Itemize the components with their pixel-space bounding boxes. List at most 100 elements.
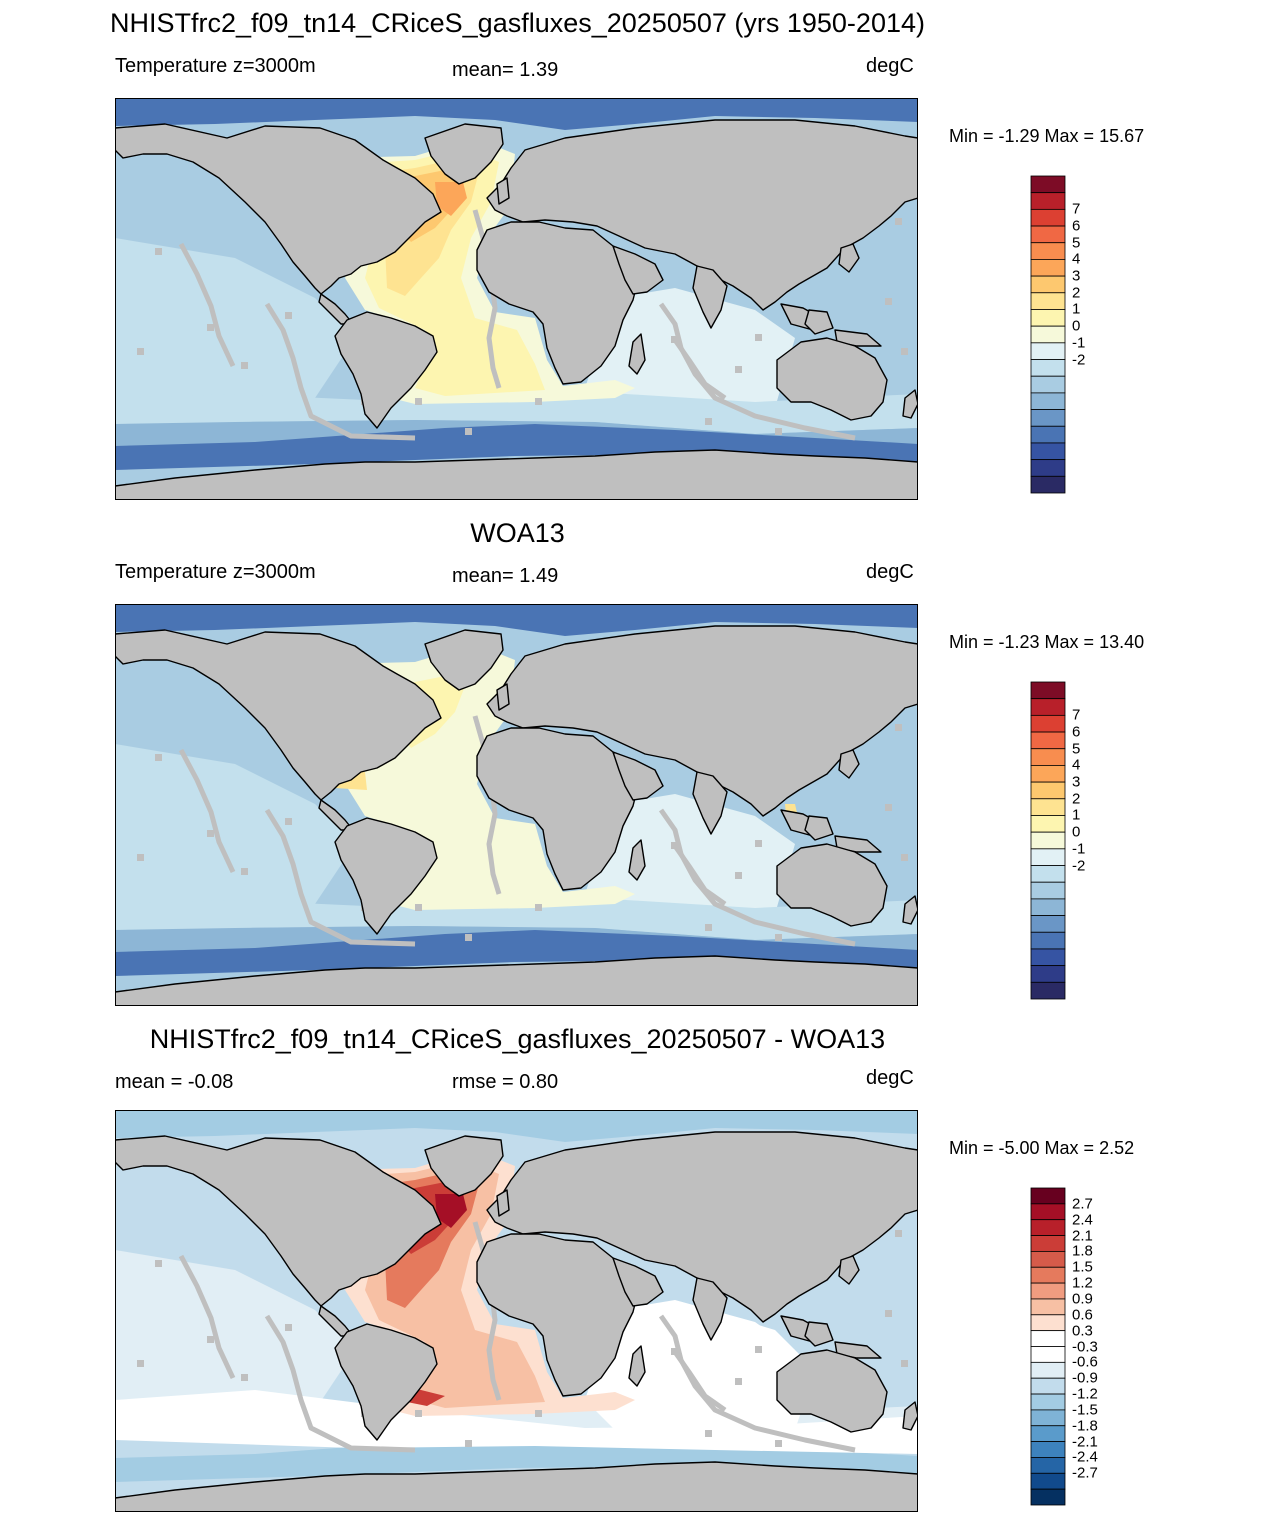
land-newguinea — [834, 835, 882, 853]
colorbar-cell — [1030, 714, 1066, 733]
topography-cell — [285, 1324, 292, 1331]
panel-3-map — [115, 1110, 918, 1512]
colorbar-cell — [1030, 1187, 1066, 1205]
colorbar-cell — [1030, 831, 1066, 850]
colorbar-tick-label: -1.8 — [1072, 1417, 1098, 1435]
colorbar-cell — [1030, 242, 1066, 260]
colorbar-cell — [1030, 359, 1066, 377]
land-namerica — [115, 123, 442, 295]
topography-cell — [901, 348, 908, 355]
topography-cell — [885, 298, 892, 305]
colorbar-tick-label: -2 — [1072, 857, 1086, 875]
colorbar-cell — [1030, 309, 1066, 327]
colorbar-tick-label: 4 — [1072, 756, 1081, 774]
colorbar-tick-label: 0 — [1072, 823, 1081, 841]
topography-cell — [241, 868, 248, 875]
colorbar-cell — [1030, 1441, 1066, 1458]
topography-cell — [755, 334, 762, 341]
colorbar-cell — [1030, 208, 1066, 227]
topography-cell — [285, 818, 292, 825]
topography-cell — [137, 854, 144, 861]
ridge-3 — [264, 808, 416, 947]
colorbar-cell — [1030, 375, 1066, 394]
topography-cell — [535, 904, 542, 911]
panel-2-title: WOA13 — [470, 518, 565, 548]
panel-2-minmax: Min = -1.23 Max = 13.40 — [949, 632, 1145, 652]
panel-2-mean-label: mean= 1.49 — [452, 565, 559, 587]
colorbar-cell — [1030, 1235, 1066, 1252]
pacific-field — [115, 744, 355, 934]
land-arabia — [612, 751, 664, 801]
land-uk — [496, 177, 510, 205]
topography-cell — [155, 248, 162, 255]
topography-cell — [535, 398, 542, 405]
colorbar-tick-label: 4 — [1072, 250, 1081, 268]
southern-band-3 — [115, 424, 918, 470]
topography-cell — [285, 312, 292, 319]
colorbar-tick-label: 3 — [1072, 773, 1081, 791]
colorbar-tick-label: 5 — [1072, 740, 1081, 758]
colorbar-cell — [1030, 815, 1066, 833]
land-madagascar — [628, 839, 646, 881]
colorbar-cell — [1030, 1409, 1066, 1427]
land-samerica — [334, 817, 438, 935]
topography-cell — [535, 1410, 542, 1417]
colorbar-cell — [1030, 325, 1066, 344]
panel-3-colorbar — [1030, 1187, 1066, 1506]
topography-cell — [207, 1336, 214, 1343]
panel-1-colorbar — [1030, 175, 1066, 494]
colorbar-tick-label: 7 — [1072, 706, 1081, 724]
land-antarctica — [115, 1461, 918, 1512]
map-frame — [115, 98, 918, 500]
colorbar-tick-label: 0.3 — [1072, 1322, 1093, 1340]
colorbar-cell — [1030, 1298, 1066, 1316]
ridge-4 — [178, 1254, 236, 1380]
land-arabia — [612, 245, 664, 295]
panel-1-map — [115, 98, 918, 500]
colorbar-tick-label: 3 — [1072, 267, 1081, 285]
colorbar-cell — [1030, 848, 1066, 866]
topography-cell — [137, 348, 144, 355]
colorbar-tick-label: -1 — [1072, 334, 1086, 352]
colorbar-tick-label: 6 — [1072, 723, 1081, 741]
colorbar-cell — [1030, 731, 1066, 750]
colorbar-tick-label: -2 — [1072, 351, 1086, 369]
colorbar-tick-label: 0.9 — [1072, 1290, 1093, 1308]
land-nz — [902, 389, 918, 419]
land-africa — [476, 1233, 640, 1397]
colorbar-cell — [1030, 965, 1066, 983]
colorbar-cell — [1030, 175, 1066, 194]
colorbar-tick-label: -0.9 — [1072, 1369, 1098, 1387]
colorbar-cell — [1030, 1314, 1066, 1332]
colorbar-cell — [1030, 1251, 1066, 1268]
colorbar-cell — [1030, 1361, 1066, 1379]
topography-cell — [415, 904, 422, 911]
topography-cell — [895, 724, 902, 731]
topography-cell — [735, 872, 742, 879]
colorbar-cell — [1030, 781, 1066, 800]
colorbar-tick-label: 6 — [1072, 217, 1081, 235]
topography-cell — [671, 842, 678, 849]
colorbar-tick-label: 2.1 — [1072, 1227, 1093, 1245]
land-australia — [776, 1349, 888, 1433]
panel-1-minmax: Min = -1.29 Max = 15.67 — [949, 126, 1145, 146]
panel-1-mean-label: mean= 1.39 — [452, 59, 559, 81]
colorbar-cell — [1030, 192, 1066, 210]
pacific-field — [115, 238, 355, 428]
topography-cell — [705, 924, 712, 931]
colorbar-cell — [1030, 765, 1066, 783]
land-india — [692, 771, 728, 835]
arctic-field — [115, 604, 918, 636]
land-japan — [838, 1255, 860, 1285]
land-samerica — [334, 1323, 438, 1441]
topography-cell — [155, 1260, 162, 1267]
topography-cell — [241, 362, 248, 369]
panel-3-title: NHISTfrc2_f09_tn14_CRiceS_gasfluxes_2025… — [149, 1024, 886, 1054]
colorbar-tick-label: 2 — [1072, 284, 1081, 302]
arctic-field — [115, 98, 918, 130]
map-frame — [115, 1110, 918, 1512]
indian-ocean-diff — [585, 1306, 815, 1440]
land-eurasia — [486, 625, 918, 817]
colorbar-tick-label: 1.2 — [1072, 1274, 1093, 1292]
colorbar-cell — [1030, 1330, 1066, 1347]
